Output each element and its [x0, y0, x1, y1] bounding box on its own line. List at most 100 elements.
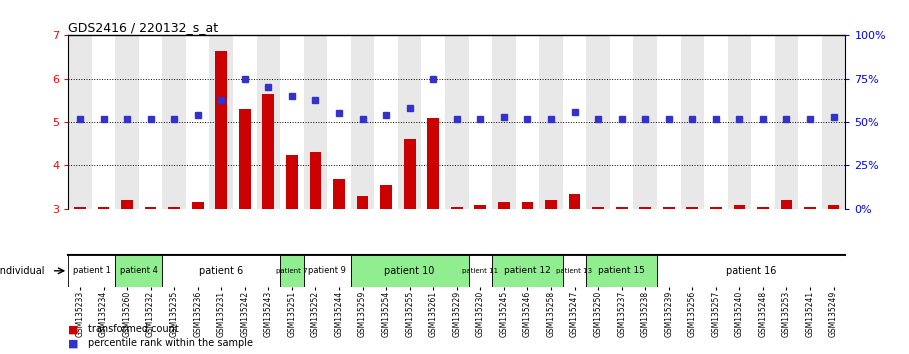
Bar — [304, 255, 351, 287]
Text: ■: ■ — [68, 338, 79, 348]
Text: patient 16: patient 16 — [726, 266, 776, 276]
Bar — [539, 255, 563, 287]
Bar — [74, 207, 85, 209]
Bar — [115, 255, 163, 287]
Bar — [774, 35, 798, 209]
Bar — [615, 207, 627, 209]
Bar — [704, 35, 727, 209]
Bar — [822, 255, 845, 287]
Bar — [492, 35, 515, 209]
Bar — [68, 35, 92, 209]
Text: ■: ■ — [68, 324, 79, 334]
Bar — [474, 205, 486, 209]
Bar — [610, 255, 634, 287]
Bar — [681, 35, 704, 209]
Bar — [468, 255, 492, 287]
Bar — [145, 207, 156, 209]
Bar — [427, 118, 439, 209]
Bar — [375, 255, 398, 287]
Bar — [233, 255, 256, 287]
Text: patient 1: patient 1 — [73, 266, 111, 275]
Bar — [233, 35, 256, 209]
Bar — [304, 35, 327, 209]
Bar — [92, 35, 115, 209]
Bar — [592, 207, 604, 209]
Bar — [451, 207, 463, 209]
Bar — [186, 35, 209, 209]
Bar — [468, 255, 492, 287]
Bar — [422, 35, 445, 209]
Bar — [657, 35, 681, 209]
Bar — [634, 255, 657, 287]
Bar — [139, 255, 163, 287]
Bar — [356, 196, 368, 209]
Text: patient 10: patient 10 — [385, 266, 435, 276]
Bar — [563, 255, 586, 287]
Bar — [686, 207, 698, 209]
Text: patient 15: patient 15 — [598, 266, 645, 275]
Bar — [663, 207, 674, 209]
Text: patient 12: patient 12 — [504, 266, 551, 275]
Bar — [163, 255, 186, 287]
Bar — [115, 35, 139, 209]
Bar — [163, 35, 186, 209]
Bar — [727, 35, 751, 209]
Bar — [351, 255, 375, 287]
Bar — [634, 35, 657, 209]
Bar — [333, 178, 345, 209]
Bar — [256, 35, 280, 209]
Bar — [398, 35, 422, 209]
Bar — [209, 255, 233, 287]
Bar — [515, 35, 539, 209]
Bar — [351, 255, 468, 287]
Bar — [97, 207, 109, 209]
Bar — [492, 255, 563, 287]
Bar — [657, 255, 681, 287]
Bar — [563, 255, 586, 287]
Bar — [734, 205, 745, 209]
Bar — [163, 255, 280, 287]
Bar — [545, 200, 557, 209]
Bar — [92, 255, 115, 287]
Bar — [422, 255, 445, 287]
Bar — [586, 255, 610, 287]
Bar — [327, 255, 351, 287]
Bar — [539, 35, 563, 209]
Bar — [798, 255, 822, 287]
Bar — [781, 200, 793, 209]
Bar — [657, 255, 845, 287]
Bar — [751, 255, 774, 287]
Bar — [828, 205, 840, 209]
Bar — [209, 35, 233, 209]
Bar — [757, 207, 769, 209]
Bar — [798, 35, 822, 209]
Bar — [375, 35, 398, 209]
Bar — [327, 35, 351, 209]
Bar — [239, 109, 251, 209]
Bar — [681, 255, 704, 287]
Bar — [774, 255, 798, 287]
Bar — [569, 194, 581, 209]
Bar — [522, 202, 534, 209]
Bar — [263, 94, 275, 209]
Bar — [68, 255, 92, 287]
Text: patient 6: patient 6 — [199, 266, 244, 276]
Text: patient 11: patient 11 — [463, 268, 498, 274]
Text: transformed count: transformed count — [88, 324, 179, 334]
Bar — [492, 255, 515, 287]
Bar — [398, 255, 422, 287]
Bar — [215, 51, 227, 209]
Text: GDS2416 / 220132_s_at: GDS2416 / 220132_s_at — [68, 21, 218, 34]
Bar — [280, 35, 304, 209]
Bar — [139, 35, 163, 209]
Text: patient 7: patient 7 — [276, 268, 308, 274]
Bar — [610, 35, 634, 209]
Text: patient 9: patient 9 — [308, 266, 346, 275]
Bar — [286, 155, 298, 209]
Bar — [822, 35, 845, 209]
Text: individual: individual — [0, 266, 45, 276]
Bar — [280, 255, 304, 287]
Bar — [704, 255, 727, 287]
Bar — [515, 255, 539, 287]
Bar — [586, 35, 610, 209]
